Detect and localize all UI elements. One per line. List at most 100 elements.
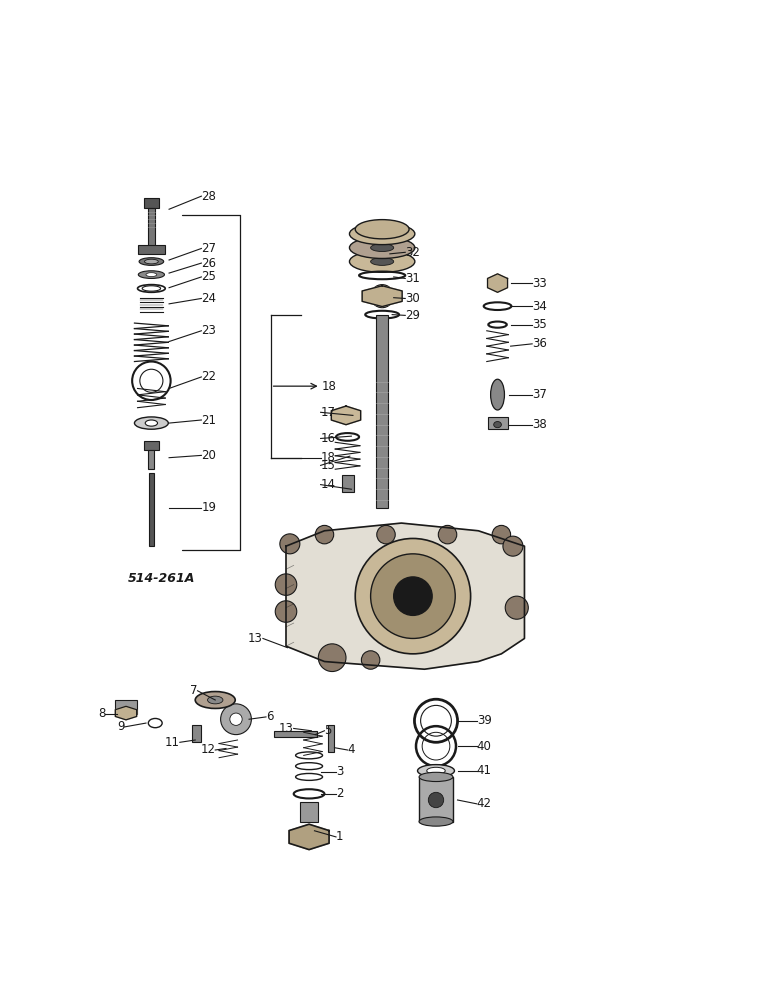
- Text: 41: 41: [477, 764, 492, 777]
- Text: 3: 3: [336, 765, 344, 778]
- Polygon shape: [331, 406, 361, 425]
- Text: 26: 26: [201, 257, 216, 270]
- Text: 18: 18: [320, 451, 336, 464]
- Text: 36: 36: [532, 337, 547, 350]
- Circle shape: [371, 554, 455, 638]
- Ellipse shape: [371, 230, 394, 238]
- Text: 19: 19: [201, 501, 216, 514]
- Circle shape: [315, 525, 334, 544]
- Circle shape: [505, 596, 528, 619]
- Text: 37: 37: [532, 388, 547, 401]
- Text: 29: 29: [405, 309, 420, 322]
- Bar: [149, 473, 154, 546]
- Text: 28: 28: [201, 190, 216, 203]
- Bar: [419, 777, 453, 822]
- Text: 13: 13: [279, 722, 293, 735]
- Bar: [342, 475, 354, 492]
- Polygon shape: [362, 286, 402, 307]
- Polygon shape: [488, 274, 507, 292]
- Text: 24: 24: [201, 292, 216, 305]
- Circle shape: [394, 577, 432, 615]
- Circle shape: [279, 534, 300, 554]
- Ellipse shape: [371, 244, 394, 252]
- Bar: [137, 245, 165, 254]
- Bar: [148, 450, 154, 469]
- Text: 6: 6: [266, 710, 273, 723]
- Circle shape: [221, 704, 252, 735]
- Ellipse shape: [350, 223, 415, 245]
- Bar: [488, 417, 507, 429]
- Text: 27: 27: [201, 242, 216, 255]
- Ellipse shape: [371, 258, 394, 265]
- Polygon shape: [286, 523, 524, 669]
- Text: 15: 15: [320, 459, 336, 472]
- Circle shape: [230, 713, 242, 725]
- Text: 38: 38: [532, 418, 547, 431]
- Text: 2: 2: [336, 787, 344, 800]
- Bar: [192, 725, 201, 742]
- Text: 31: 31: [405, 272, 420, 285]
- Text: 8: 8: [98, 707, 105, 720]
- Text: 40: 40: [477, 740, 492, 753]
- Text: 514-261A: 514-261A: [128, 572, 195, 585]
- Circle shape: [428, 792, 444, 808]
- Bar: [144, 441, 159, 450]
- Text: 32: 32: [405, 246, 420, 259]
- Circle shape: [371, 285, 394, 308]
- Ellipse shape: [195, 692, 235, 708]
- Text: 30: 30: [405, 292, 420, 305]
- Text: 18: 18: [322, 380, 337, 393]
- Ellipse shape: [493, 422, 501, 428]
- Text: 7: 7: [190, 684, 198, 697]
- Ellipse shape: [144, 259, 158, 264]
- Text: 20: 20: [201, 449, 216, 462]
- Bar: [115, 700, 137, 714]
- Text: 21: 21: [201, 414, 216, 427]
- Text: 11: 11: [165, 736, 180, 749]
- Text: 42: 42: [477, 797, 492, 810]
- Ellipse shape: [419, 817, 453, 826]
- Polygon shape: [289, 824, 329, 850]
- Bar: [144, 198, 159, 208]
- Circle shape: [276, 574, 296, 595]
- Bar: [300, 802, 318, 822]
- Ellipse shape: [491, 379, 504, 410]
- Bar: [376, 315, 388, 508]
- Ellipse shape: [350, 237, 415, 258]
- Ellipse shape: [138, 271, 164, 278]
- Text: 22: 22: [201, 370, 216, 383]
- Ellipse shape: [419, 772, 453, 782]
- Text: 13: 13: [248, 632, 263, 645]
- Circle shape: [276, 601, 296, 622]
- Ellipse shape: [427, 767, 445, 774]
- Ellipse shape: [145, 420, 157, 426]
- Text: 16: 16: [320, 432, 336, 445]
- Text: 4: 4: [347, 743, 355, 756]
- Text: 33: 33: [532, 277, 547, 290]
- Text: 34: 34: [532, 300, 547, 313]
- Ellipse shape: [134, 417, 168, 429]
- Text: 17: 17: [320, 406, 336, 419]
- Bar: [275, 731, 317, 737]
- Ellipse shape: [350, 251, 415, 272]
- Text: 25: 25: [201, 270, 216, 283]
- Circle shape: [318, 644, 346, 672]
- Polygon shape: [115, 706, 137, 720]
- Circle shape: [300, 828, 318, 846]
- Ellipse shape: [355, 220, 409, 239]
- Text: 35: 35: [532, 318, 547, 331]
- Bar: [328, 725, 334, 752]
- Text: 12: 12: [200, 743, 215, 756]
- Text: 1: 1: [336, 830, 344, 843]
- Circle shape: [377, 525, 395, 544]
- Circle shape: [493, 525, 510, 544]
- Circle shape: [355, 538, 471, 654]
- Bar: [147, 208, 155, 246]
- Ellipse shape: [418, 765, 455, 777]
- Circle shape: [361, 651, 380, 669]
- Text: 39: 39: [477, 714, 492, 727]
- Circle shape: [503, 536, 523, 556]
- Text: 5: 5: [324, 724, 332, 737]
- Text: 9: 9: [117, 720, 124, 733]
- Text: 14: 14: [320, 478, 336, 491]
